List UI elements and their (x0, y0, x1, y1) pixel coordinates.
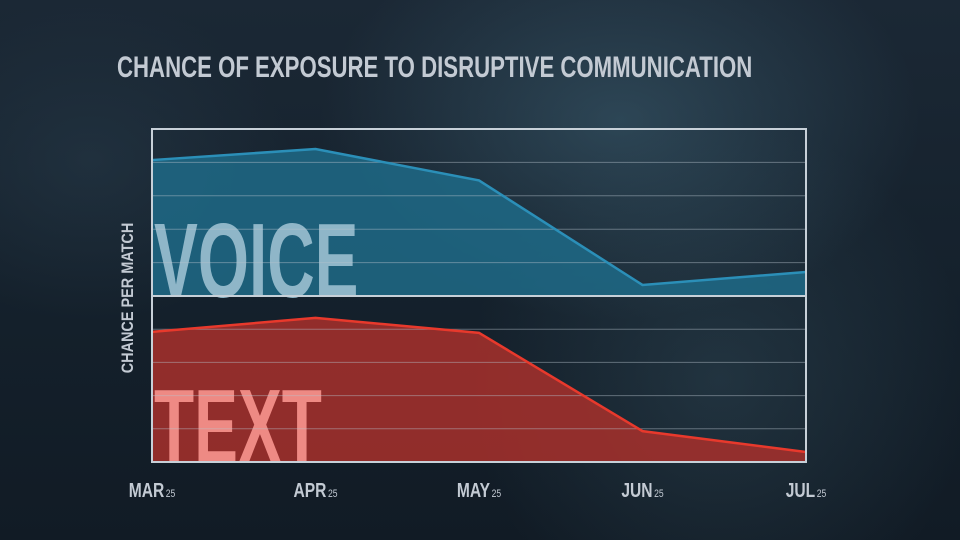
area-voice (152, 149, 806, 296)
x-tick-label: JUL 25 (786, 479, 827, 501)
x-tick-month: JUN (621, 479, 652, 501)
chart-title: CHANCE OF EXPOSURE TO DISRUPTIVE COMMUNI… (117, 50, 752, 84)
x-tick-year: 25 (166, 488, 176, 500)
y-axis-label: CHANCE PER MATCH (119, 223, 137, 374)
x-tick-month: JUL (786, 479, 815, 501)
x-tick-year: 25 (328, 488, 338, 500)
x-tick-label: APR 25 (293, 479, 337, 501)
x-tick-label: MAY 25 (457, 479, 502, 501)
x-tick-year: 25 (817, 488, 827, 500)
x-tick-month: MAY (457, 479, 490, 501)
x-tick-label: MAR 25 (129, 479, 176, 501)
x-tick-month: APR (293, 479, 326, 501)
series-label-text: TEXT (154, 367, 322, 486)
area-text (152, 317, 806, 462)
x-tick-year: 25 (492, 488, 502, 500)
x-tick-month: MAR (129, 479, 165, 501)
series-label-voice: VOICE (154, 201, 359, 320)
x-tick-label: JUN 25 (621, 479, 664, 501)
x-tick-year: 25 (654, 488, 664, 500)
